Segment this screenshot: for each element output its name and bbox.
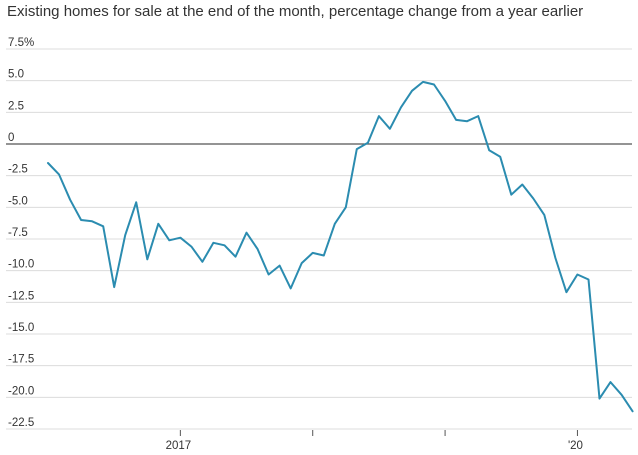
y-tick-label: -2.5 [8, 164, 28, 176]
y-tick-label: -5.0 [8, 195, 28, 207]
data-series [47, 80, 634, 413]
x-tick-label: 2017 [166, 440, 192, 452]
x-tick-label: '20 [568, 440, 583, 452]
y-tick-label: 7.5% [8, 37, 34, 49]
y-tick-label: -20.0 [8, 385, 34, 397]
y-tick-label: 0 [8, 132, 14, 144]
y-tick-label: 2.5 [8, 100, 24, 112]
y-tick-label: -7.5 [8, 227, 28, 239]
y-axis-labels: 7.5% 5.0 2.5 0 -2.5 -5.0 -7.5 -10.0 -12.5 -15.0 -1… [8, 37, 34, 429]
series-line [47, 80, 634, 413]
grid-lines [6, 48, 632, 430]
y-tick-label: -22.5 [8, 417, 34, 429]
y-tick-label: -12.5 [8, 290, 34, 302]
x-axis: 2017 '20 [166, 430, 583, 452]
chart-title: Existing homes for sale at the end of th… [7, 3, 584, 20]
y-tick-label: -10.0 [8, 259, 34, 271]
y-tick-label: -17.5 [8, 354, 34, 366]
y-tick-label: -15.0 [8, 322, 34, 334]
y-tick-label: 5.0 [8, 69, 24, 81]
